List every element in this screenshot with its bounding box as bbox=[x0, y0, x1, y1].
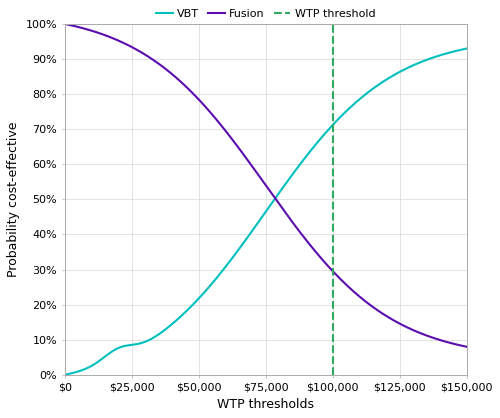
VBT bbox=[452, 48, 458, 54]
Fusion bbox=[464, 344, 470, 349]
VBT bbox=[82, 367, 88, 372]
Fusion bbox=[246, 160, 252, 165]
Fusion bbox=[452, 342, 458, 347]
VBT bbox=[62, 372, 68, 377]
Line: VBT: VBT bbox=[65, 48, 467, 375]
Y-axis label: Probability cost-effective: Probability cost-effective bbox=[7, 122, 20, 277]
VBT bbox=[258, 217, 264, 222]
Fusion bbox=[452, 342, 458, 347]
Fusion bbox=[258, 175, 264, 180]
Fusion bbox=[82, 26, 88, 31]
Fusion bbox=[62, 21, 68, 26]
VBT bbox=[452, 48, 458, 54]
X-axis label: WTP thresholds: WTP thresholds bbox=[218, 398, 314, 411]
Fusion bbox=[378, 310, 384, 315]
VBT bbox=[464, 46, 470, 51]
VBT bbox=[378, 80, 384, 85]
Line: Fusion: Fusion bbox=[65, 24, 467, 347]
Legend: VBT, Fusion, WTP threshold: VBT, Fusion, WTP threshold bbox=[152, 5, 380, 24]
VBT bbox=[246, 232, 252, 237]
